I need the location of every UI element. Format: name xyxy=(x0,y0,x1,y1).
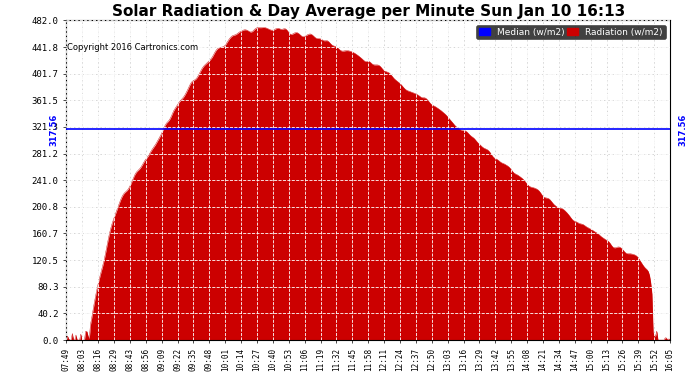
Title: Solar Radiation & Day Average per Minute Sun Jan 10 16:13: Solar Radiation & Day Average per Minute… xyxy=(112,4,625,19)
Text: Copyright 2016 Cartronics.com: Copyright 2016 Cartronics.com xyxy=(68,43,199,52)
Legend: Median (w/m2), Radiation (w/m2): Median (w/m2), Radiation (w/m2) xyxy=(476,25,666,39)
Text: 317.56: 317.56 xyxy=(678,113,687,146)
Text: 317.56: 317.56 xyxy=(49,113,58,146)
